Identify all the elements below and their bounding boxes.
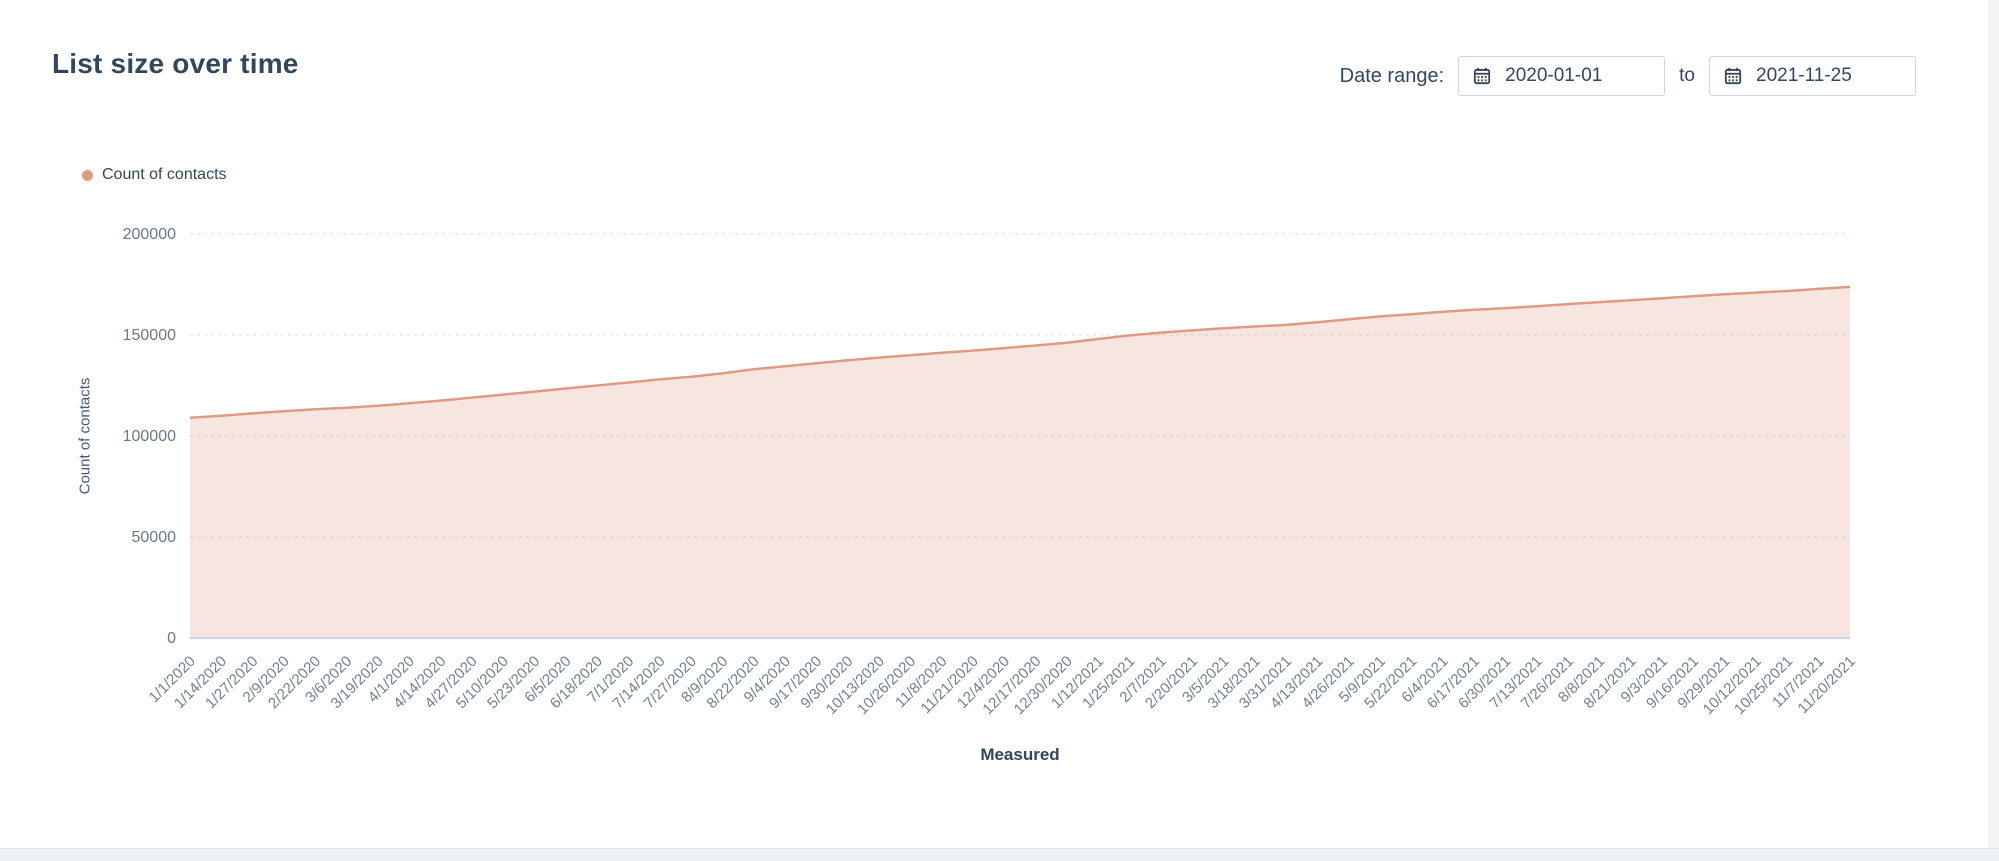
calendar-icon[interactable] [1473, 67, 1491, 85]
page-bottom-strip [0, 848, 1999, 861]
end-date-input[interactable]: 2021-11-25 [1709, 56, 1916, 96]
end-date-value: 2021-11-25 [1756, 65, 1852, 86]
start-date-value: 2020-01-01 [1505, 65, 1603, 86]
x-axis-title: Measured [980, 745, 1060, 764]
y-tick-label: 50000 [132, 529, 177, 546]
start-date-input[interactable]: 2020-01-01 [1458, 56, 1666, 96]
area-fill [190, 286, 1850, 638]
legend-dot-icon [82, 169, 93, 181]
y-tick-label: 200000 [123, 226, 176, 243]
report-card: List size over time Date range: 2020-01-… [0, 0, 1988, 848]
y-tick-label: 100000 [123, 428, 176, 445]
y-tick-label: 150000 [123, 327, 176, 344]
date-range-control: Date range: 2020-01-01 to [1340, 56, 1916, 96]
y-tick-label: 0 [167, 630, 176, 647]
date-range-to-label: to [1679, 65, 1695, 86]
calendar-icon[interactable] [1724, 67, 1742, 85]
date-range-label: Date range: [1339, 64, 1445, 87]
legend-item-count-of-contacts[interactable]: Count of contacts [82, 166, 227, 184]
series-line [189, 285, 1851, 420]
legend-label: Count of contacts [102, 166, 227, 183]
page-title: List size over time [52, 48, 299, 79]
